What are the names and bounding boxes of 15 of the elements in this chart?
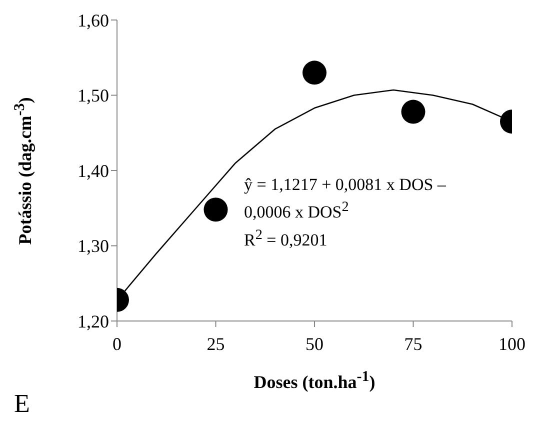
x-tick-label: 50 bbox=[306, 334, 324, 354]
x-axis-title: Doses (ton.ha$^{-1}$) bbox=[252, 369, 376, 393]
x-tick-label: 25 bbox=[206, 334, 225, 354]
text: E bbox=[14, 389, 30, 419]
y-tick-label: 1,60 bbox=[78, 10, 109, 30]
y-tick-label: 1,20 bbox=[78, 311, 109, 332]
x-tick-label: 100 bbox=[498, 334, 526, 354]
y-tick-label: 1,30 bbox=[78, 236, 109, 256]
annotation: ŷ = 1,1217 + 0,0081 x DOS – 0,0006 x DOS$^{2}$ bbox=[244, 174, 447, 224]
x-tick-label: 0 bbox=[112, 334, 122, 354]
y-tick-label: 1,50 bbox=[78, 86, 109, 106]
x-tick-label: 75 bbox=[404, 334, 422, 354]
y-tick-label: 1,40 bbox=[78, 160, 109, 181]
point bbox=[302, 60, 326, 85]
annotation: R$^{2}$ = 0,9201 bbox=[244, 226, 328, 252]
